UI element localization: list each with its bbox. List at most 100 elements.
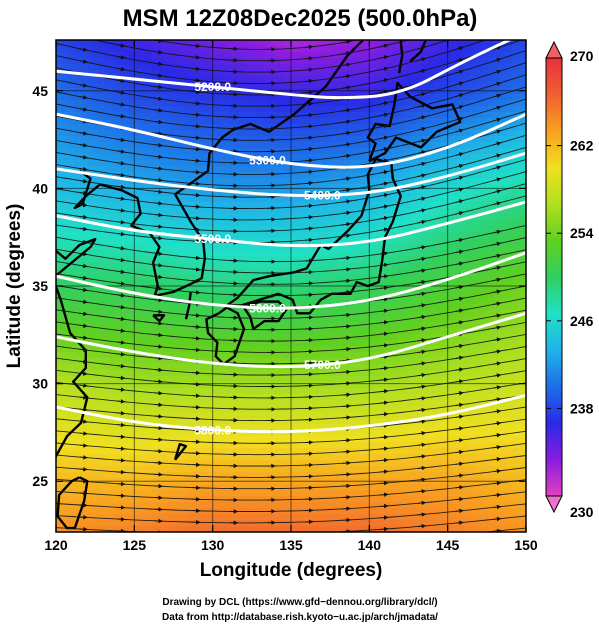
heat-cell [368,274,375,281]
heat-cell [356,346,363,353]
heat-cell [410,148,417,155]
heat-cell [434,274,441,281]
heat-cell [236,250,243,257]
heat-cell [98,286,105,293]
heat-cell [116,262,123,269]
heat-cell [434,184,441,191]
heat-cell [500,394,507,401]
heat-cell [512,286,519,293]
heat-cell [404,412,411,419]
heat-cell [380,412,387,419]
heat-cell [374,322,381,329]
heat-cell [362,70,369,77]
heat-cell [290,142,297,149]
heat-cell [482,214,489,221]
heat-cell [278,202,285,209]
heat-cell [512,64,519,71]
heat-cell [518,298,525,305]
heat-cell [428,406,435,413]
heat-cell [302,76,309,83]
heat-cell [386,40,393,47]
heat-cell [482,208,489,215]
heat-cell [200,286,207,293]
heat-cell [464,100,471,107]
heat-cell [326,298,333,305]
heat-cell [362,334,369,341]
heat-cell [302,328,309,335]
heat-cell [158,40,165,47]
heat-cell [518,142,525,149]
heat-cell [260,76,267,83]
heat-cell [320,292,327,299]
heat-cell [332,40,339,47]
heat-cell [314,370,321,377]
heat-cell [230,88,237,95]
heat-cell [200,190,207,197]
heat-cell [314,64,321,71]
heat-cell [524,106,526,113]
heat-cell [512,52,519,59]
heat-cell [266,166,273,173]
heat-cell [458,340,465,347]
heat-cell [56,286,63,293]
heat-cell [308,196,315,203]
heat-cell [98,154,105,161]
heat-cell [344,70,351,77]
heat-cell [488,214,495,221]
heat-cell [386,298,393,305]
heat-cell [338,112,345,119]
heat-cell [512,232,519,239]
heat-cell [326,88,333,95]
heat-cell [146,136,153,143]
heat-cell [332,364,339,371]
heat-cell [404,196,411,203]
heat-cell [176,154,183,161]
heat-cell [356,148,363,155]
heat-cell [182,238,189,245]
heat-cell [410,202,417,209]
heat-cell [200,412,207,419]
heat-cell [242,226,249,233]
heat-cell [86,352,93,359]
heat-cell [386,310,393,317]
heat-cell [362,220,369,227]
heat-cell [506,100,513,107]
heat-cell [140,406,147,413]
heat-cell [242,40,249,47]
heat-cell [260,280,267,287]
heat-cell [410,394,417,401]
heat-cell [62,202,69,209]
heat-cell [296,316,303,323]
heat-cell [392,358,399,365]
heat-cell [152,208,159,215]
heat-cell [308,406,315,413]
heat-cell [416,70,423,77]
heat-cell [62,130,69,137]
heat-cell [404,94,411,101]
heat-cell [158,124,165,131]
heat-cell [458,268,465,275]
heat-cell [476,262,483,269]
heat-cell [332,274,339,281]
heat-cell [200,292,207,299]
heat-cell [92,256,99,263]
heat-cell [362,262,369,269]
heat-cell [302,190,309,197]
heat-cell [266,412,273,419]
heat-cell [392,250,399,257]
heat-cell [518,226,525,233]
heat-cell [140,154,147,161]
heat-cell [488,310,495,317]
heat-cell [512,178,519,185]
heat-cell [128,82,135,89]
heat-cell [266,178,273,185]
heat-cell [368,208,375,215]
heat-cell [98,418,105,425]
heat-cell [314,82,321,89]
heat-cell [170,112,177,119]
heat-cell [398,268,405,275]
heat-cell [302,370,309,377]
heat-cell [98,118,105,125]
heat-cell [98,58,105,65]
heat-cell [110,160,117,167]
